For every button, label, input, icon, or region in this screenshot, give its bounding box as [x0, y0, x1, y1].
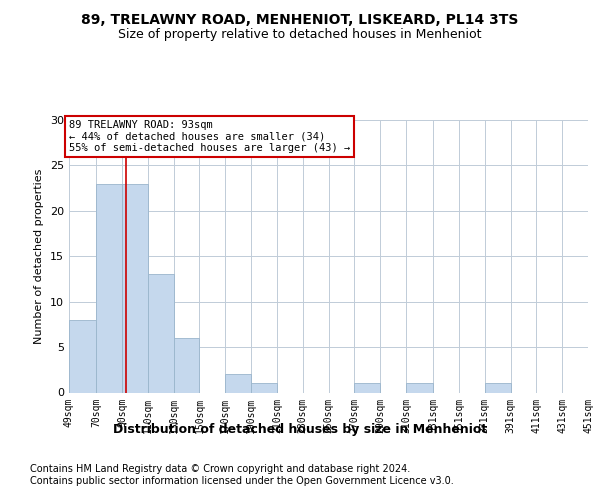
Text: 89, TRELAWNY ROAD, MENHENIOT, LISKEARD, PL14 3TS: 89, TRELAWNY ROAD, MENHENIOT, LISKEARD, …	[82, 12, 518, 26]
Text: Distribution of detached houses by size in Menheniot: Distribution of detached houses by size …	[113, 422, 487, 436]
Bar	[485, 384, 511, 392]
Bar	[148, 274, 173, 392]
Text: Contains HM Land Registry data © Crown copyright and database right 2024.: Contains HM Land Registry data © Crown c…	[30, 464, 410, 474]
Bar	[122, 184, 148, 392]
Bar	[251, 384, 277, 392]
Y-axis label: Number of detached properties: Number of detached properties	[34, 168, 44, 344]
Bar	[173, 338, 199, 392]
Bar	[406, 384, 433, 392]
Text: Size of property relative to detached houses in Menheniot: Size of property relative to detached ho…	[118, 28, 482, 41]
Bar	[225, 374, 251, 392]
Bar	[69, 320, 96, 392]
Bar	[96, 184, 122, 392]
Text: 89 TRELAWNY ROAD: 93sqm
← 44% of detached houses are smaller (34)
55% of semi-de: 89 TRELAWNY ROAD: 93sqm ← 44% of detache…	[69, 120, 350, 153]
Bar	[355, 384, 380, 392]
Text: Contains public sector information licensed under the Open Government Licence v3: Contains public sector information licen…	[30, 476, 454, 486]
